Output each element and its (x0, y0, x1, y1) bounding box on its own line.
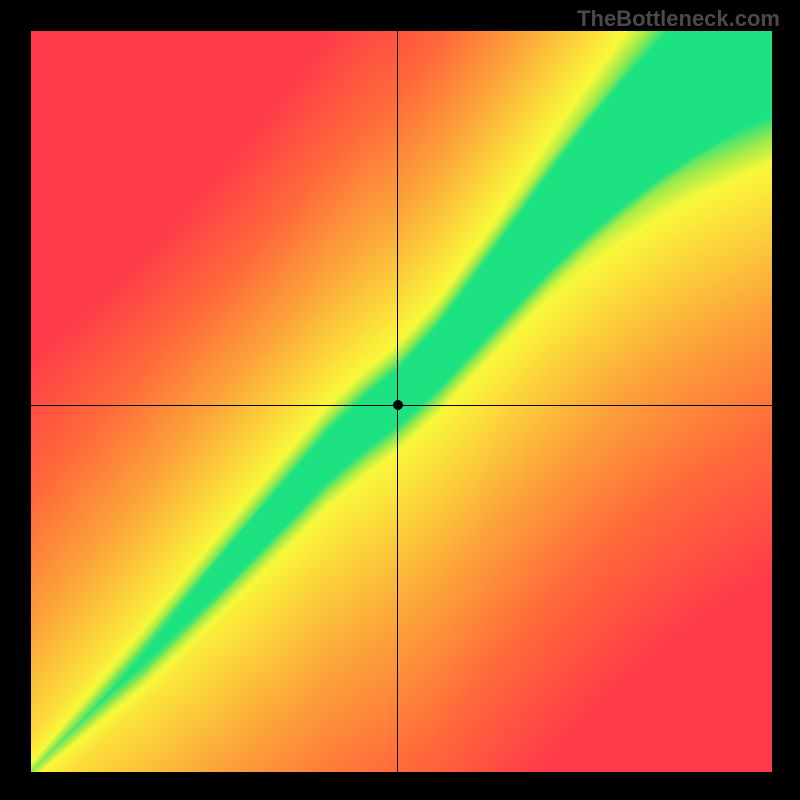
watermark-text: TheBottleneck.com (577, 6, 780, 32)
crosshair-marker (393, 400, 403, 410)
chart-container: { "watermark": { "text": "TheBottleneck.… (0, 0, 800, 800)
